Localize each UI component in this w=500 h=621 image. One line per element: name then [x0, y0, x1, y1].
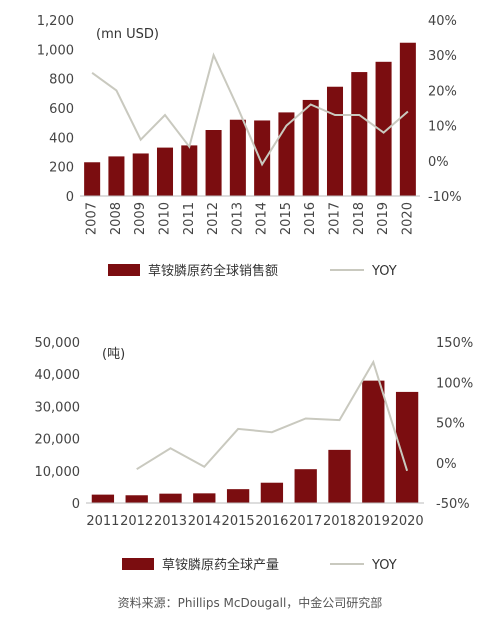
production-x-tick: 2015	[222, 514, 255, 529]
production-right-tick: 50%	[436, 417, 465, 432]
production-yoy-line	[136, 359, 409, 472]
sales-x-tick: 2020	[400, 202, 415, 235]
sales-x-tick: 2012	[206, 202, 221, 235]
production-x-tick: 2018	[323, 514, 356, 529]
sales-legend-bar-label: 草铵膦原药全球销售额	[148, 263, 278, 279]
production-x-tick: 2014	[188, 514, 221, 529]
sales-right-tick: 40%	[428, 14, 457, 29]
sales-legend-line-label: YOY	[371, 264, 397, 279]
sales-right-tick: 20%	[428, 84, 457, 99]
production-chart: (吨) 0 10,000 20,000 30,000 40,000 50,000 -50% 0%…	[0, 322, 500, 590]
production-right-tick: -50%	[436, 497, 470, 512]
production-x-tick: 2011	[86, 514, 119, 529]
sales-bar	[326, 86, 344, 196]
production-legend-bar-swatch	[122, 558, 154, 570]
sales-x-tick: 2009	[133, 202, 148, 235]
production-legend-bar-label: 草铵膦原药全球产量	[162, 557, 279, 573]
production-left-tick: 10,000	[35, 465, 81, 480]
sales-left-tick: 1,000	[37, 43, 74, 58]
production-x-tick: 2013	[154, 514, 187, 529]
sales-yoy-line	[91, 52, 409, 167]
production-left-tick: 0	[72, 497, 80, 512]
sales-x-tick: 2011	[182, 202, 197, 235]
sales-x-tick: 2016	[303, 202, 318, 235]
sales-unit-label: (mn USD)	[96, 27, 159, 42]
sales-bar	[302, 99, 319, 196]
sales-bar	[399, 42, 416, 196]
sales-bar	[375, 61, 392, 196]
production-bar	[193, 493, 216, 503]
production-bar	[125, 495, 148, 503]
sales-right-tick: 30%	[428, 49, 457, 64]
production-bar	[226, 489, 250, 503]
production-bar	[260, 482, 284, 503]
production-right-tick: 100%	[436, 376, 473, 391]
production-bar	[294, 469, 317, 503]
production-right-tick: 0%	[436, 457, 457, 472]
sales-x-tick: 2013	[230, 202, 245, 235]
production-x-tick: 2016	[255, 514, 288, 529]
production-legend-line-label: YOY	[371, 558, 397, 573]
sales-legend-bar-swatch	[108, 264, 140, 276]
sales-chart-svg: (mn USD) 0 200 400 600 800 1,000 1,200 -10% 0% 10%…	[37, 14, 462, 279]
sales-x-tick: 2007	[85, 202, 100, 235]
sales-chart: (mn USD) 0 200 400 600 800 1,000 1,200 -10% 0% 10%…	[0, 0, 500, 300]
sales-bar	[156, 147, 174, 196]
sales-bar	[84, 162, 101, 196]
production-x-tick: 2020	[391, 514, 424, 529]
sales-x-tick: 2019	[376, 202, 391, 235]
production-bar	[159, 493, 182, 503]
sales-x-tick: 2014	[255, 202, 270, 235]
sales-bar	[132, 153, 149, 196]
sales-left-tick: 1,200	[37, 14, 74, 29]
production-bar	[91, 494, 115, 503]
source-note: 资料来源：Phillips McDougall，中金公司研究部	[117, 596, 383, 610]
sales-x-tick: 2015	[279, 202, 294, 235]
production-right-tick: 150%	[436, 336, 473, 351]
sales-right-tick: -10%	[428, 190, 462, 205]
sales-bar	[108, 156, 125, 196]
sales-bar	[254, 120, 271, 196]
sales-left-tick: 0	[66, 190, 74, 205]
sales-bar	[205, 130, 222, 196]
production-bar	[328, 449, 351, 503]
production-x-tick: 2012	[120, 514, 153, 529]
sales-x-tick: 2018	[352, 202, 367, 235]
production-left-tick: 20,000	[35, 433, 81, 448]
sales-left-tick: 600	[49, 102, 74, 117]
production-left-tick: 30,000	[35, 400, 81, 415]
production-bar	[362, 380, 385, 503]
sales-x-tick: 2010	[158, 202, 173, 235]
production-x-tick: 2017	[289, 514, 322, 529]
sales-bar	[229, 119, 246, 196]
sales-left-tick: 800	[49, 73, 74, 88]
sales-x-tick: 2008	[109, 202, 124, 235]
sales-x-tick: 2017	[328, 202, 343, 235]
sales-bar	[351, 72, 368, 196]
production-chart-svg: (吨) 0 10,000 20,000 30,000 40,000 50,000 -50% 0%…	[35, 336, 474, 573]
production-bar	[395, 391, 419, 503]
sales-right-tick: 10%	[428, 120, 457, 135]
production-left-tick: 50,000	[35, 336, 81, 351]
sales-right-tick: 0%	[428, 155, 449, 170]
production-x-tick: 2019	[357, 514, 390, 529]
production-unit-label: (吨)	[102, 347, 125, 362]
production-left-tick: 40,000	[35, 368, 81, 383]
sales-left-tick: 200	[49, 161, 74, 176]
sales-left-tick: 400	[49, 131, 74, 146]
sales-bar	[181, 145, 198, 196]
